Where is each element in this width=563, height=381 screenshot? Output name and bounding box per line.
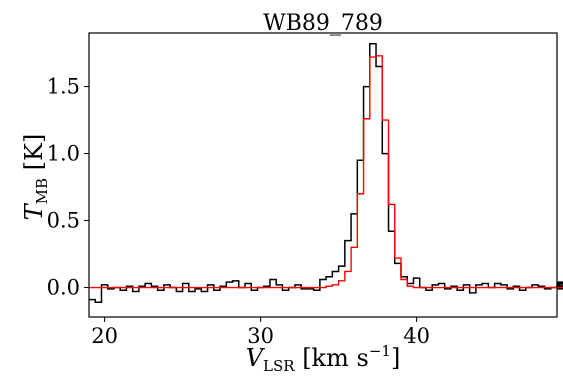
y-axis-label-unit: [K]: [20, 134, 48, 178]
y-tick-label: 1.5: [47, 75, 80, 99]
x-axis-label-unit: [km s: [295, 344, 369, 372]
model-fit-line: [89, 55, 563, 289]
axes-frame: [88, 32, 558, 318]
x-axis-label: VLSR [km s−1]: [246, 342, 401, 375]
y-tick-label: 1.0: [47, 142, 80, 166]
plot-area: [88, 32, 563, 318]
y-axis-label-subscript: MB: [33, 178, 51, 204]
y-axis-label-symbol: T: [20, 202, 48, 220]
x-axis-label-symbol: V: [246, 344, 266, 372]
observed-spectrum-line: [89, 42, 563, 304]
y-tick-label: 0.0: [47, 276, 80, 300]
x-axis-label-unit-close: ]: [391, 344, 400, 372]
y-axis-label: TMB [K]: [20, 134, 51, 221]
x-axis: 20 30 40: [91, 317, 430, 348]
y-tick-label: 0.5: [47, 209, 80, 233]
chart-title: WB89_789: [263, 11, 383, 36]
x-tick-label: 20: [91, 324, 118, 348]
x-axis-label-subscript: LSR: [263, 357, 295, 375]
x-tick-label: 40: [403, 324, 430, 348]
x-axis-label-superscript: −1: [369, 342, 391, 360]
x-tick-label: 30: [247, 324, 274, 348]
y-axis: 0.0 0.5 1.0 1.5: [47, 75, 89, 300]
series-layer: [89, 42, 563, 304]
